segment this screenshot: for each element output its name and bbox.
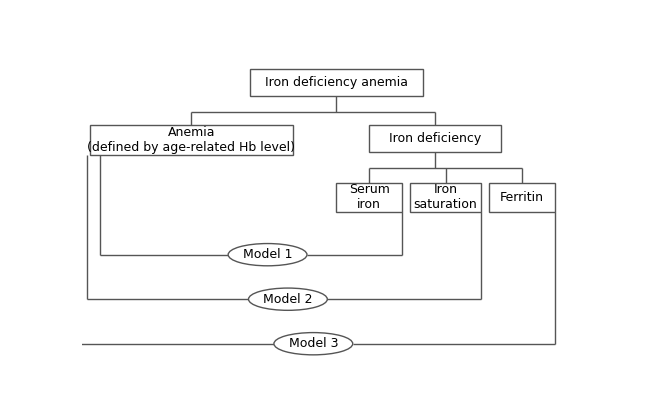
- Text: Model 3: Model 3: [289, 337, 338, 350]
- Text: Ferritin: Ferritin: [500, 191, 544, 204]
- Text: Model 1: Model 1: [243, 248, 293, 261]
- Ellipse shape: [249, 288, 327, 310]
- Text: Iron deficiency anemia: Iron deficiency anemia: [265, 76, 407, 90]
- FancyBboxPatch shape: [369, 125, 501, 152]
- FancyBboxPatch shape: [410, 183, 481, 212]
- FancyBboxPatch shape: [90, 125, 293, 155]
- Text: Anemia
(defined by age-related Hb level): Anemia (defined by age-related Hb level): [87, 126, 295, 154]
- Text: Iron
saturation: Iron saturation: [414, 183, 478, 211]
- Text: Serum
iron: Serum iron: [349, 183, 390, 211]
- FancyBboxPatch shape: [489, 183, 555, 212]
- Ellipse shape: [274, 332, 353, 355]
- Ellipse shape: [228, 244, 307, 266]
- Text: Model 2: Model 2: [263, 293, 313, 306]
- Text: Iron deficiency: Iron deficiency: [389, 132, 482, 145]
- FancyBboxPatch shape: [336, 183, 402, 212]
- FancyBboxPatch shape: [250, 69, 422, 97]
